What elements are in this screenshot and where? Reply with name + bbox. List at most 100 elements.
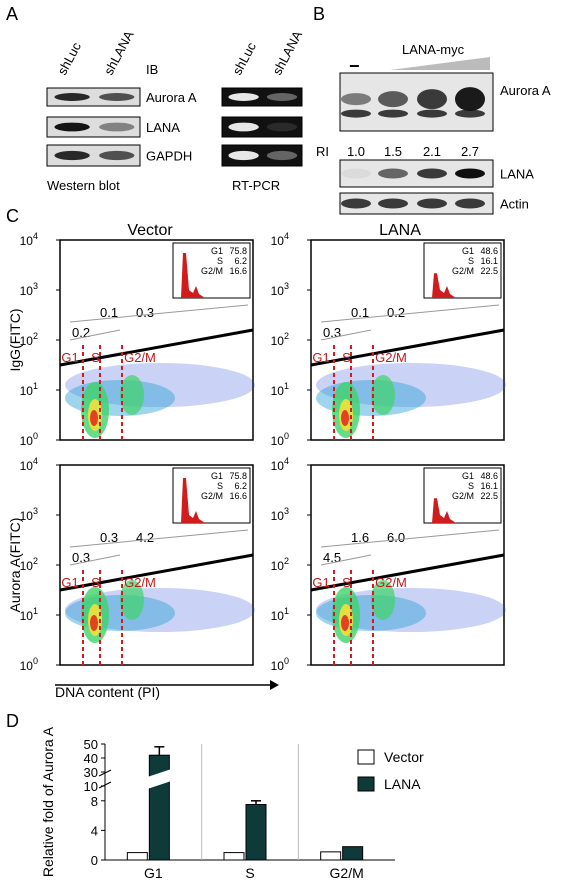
y-tick-label: 100 bbox=[20, 431, 38, 448]
tick-exp: 2 bbox=[33, 556, 38, 566]
bar bbox=[245, 804, 267, 861]
column-title: LANA bbox=[379, 222, 421, 239]
y-tick-label: 104 bbox=[271, 456, 289, 473]
tick-exp: 4 bbox=[284, 456, 289, 466]
band bbox=[378, 168, 408, 179]
band bbox=[455, 198, 485, 209]
gate-label: G2/M bbox=[124, 350, 156, 365]
cell-density bbox=[120, 375, 144, 415]
inset-value: 48.6 bbox=[480, 471, 498, 481]
gate-label: G2/M bbox=[375, 350, 407, 365]
row-label: LANA bbox=[146, 120, 180, 135]
gate-label: S bbox=[91, 575, 100, 590]
fraction-leader bbox=[320, 329, 372, 341]
tick-exp: 0 bbox=[33, 431, 38, 441]
tick-base: 10 bbox=[20, 284, 34, 298]
inset-value: 48.6 bbox=[480, 246, 498, 256]
gate-label: S bbox=[342, 350, 351, 365]
y-tick-label: 103 bbox=[271, 281, 289, 298]
row-label: LANA bbox=[500, 167, 534, 182]
inset-phase: S bbox=[468, 481, 474, 491]
tick-exp: 1 bbox=[33, 381, 38, 391]
band bbox=[54, 122, 90, 132]
lane-label: shLANA bbox=[101, 28, 137, 77]
fraction-leader bbox=[69, 304, 249, 323]
y-tick-label: 101 bbox=[271, 381, 289, 398]
ri-value: 2.7 bbox=[461, 144, 479, 159]
tick-base: 10 bbox=[271, 459, 285, 473]
threshold-line bbox=[59, 328, 254, 367]
cell-density bbox=[65, 363, 255, 407]
blot-box bbox=[46, 87, 141, 107]
legend-swatch bbox=[357, 776, 375, 792]
tick-exp: 0 bbox=[284, 431, 289, 441]
lane-label: shLANA bbox=[269, 28, 305, 77]
inset-phase: S bbox=[217, 256, 223, 266]
blot-box bbox=[46, 116, 141, 138]
inset-value: 6.2 bbox=[234, 256, 247, 266]
threshold-line bbox=[310, 328, 505, 367]
inset-phase: G2/M bbox=[452, 266, 474, 276]
wedge bbox=[390, 57, 490, 70]
gate-label: G2/M bbox=[124, 575, 156, 590]
band bbox=[455, 168, 485, 179]
inset-value: 22.5 bbox=[480, 491, 498, 501]
row-label: Aurora A bbox=[146, 90, 197, 105]
tick-exp: 3 bbox=[33, 281, 38, 291]
inset-value: 22.5 bbox=[480, 266, 498, 276]
band bbox=[341, 198, 371, 209]
band bbox=[99, 122, 135, 132]
inset-value: 75.8 bbox=[229, 246, 247, 256]
band bbox=[266, 93, 298, 101]
y-tick-label: 102 bbox=[271, 556, 289, 573]
inset-phase: G2/M bbox=[201, 491, 223, 501]
band bbox=[54, 150, 90, 161]
fraction-label: 6.0 bbox=[387, 530, 405, 545]
tick-exp: 2 bbox=[33, 331, 38, 341]
y-tick-label: 50 bbox=[84, 737, 98, 752]
legend-label: Vector bbox=[384, 749, 424, 765]
band bbox=[417, 109, 447, 118]
lane-label: shLuc bbox=[54, 39, 84, 77]
band bbox=[228, 93, 259, 101]
y-tick-label: 104 bbox=[271, 231, 289, 248]
gate-label: S bbox=[91, 350, 100, 365]
ri-label: RI bbox=[316, 144, 329, 159]
band bbox=[417, 198, 447, 209]
fraction-leader bbox=[320, 529, 500, 548]
arrow-head bbox=[270, 680, 279, 690]
cell-density bbox=[316, 588, 506, 632]
y-tick-label: 100 bbox=[271, 431, 289, 448]
band bbox=[417, 168, 447, 179]
band bbox=[99, 93, 135, 101]
tick-exp: 2 bbox=[284, 331, 289, 341]
y-axis-label: Relative fold of Aurora A bbox=[40, 726, 56, 877]
y-tick-label: 103 bbox=[271, 506, 289, 523]
bar bbox=[223, 852, 245, 861]
fraction-label: 0.3 bbox=[323, 325, 341, 340]
fraction-leader bbox=[320, 554, 372, 566]
y-tick-label: 100 bbox=[20, 656, 38, 673]
inset-value: 16.1 bbox=[480, 481, 498, 491]
row-label: Actin bbox=[500, 197, 529, 212]
y-tick-label: 103 bbox=[20, 506, 38, 523]
tick-base: 10 bbox=[271, 509, 285, 523]
threshold-line bbox=[310, 553, 505, 592]
cell-density bbox=[371, 375, 395, 415]
y-tick-label: 0 bbox=[91, 853, 98, 868]
legend-swatch bbox=[357, 749, 375, 765]
row-label: GAPDH bbox=[146, 149, 192, 164]
caption: Western blot bbox=[47, 178, 120, 193]
gate-label: G1 bbox=[61, 575, 78, 590]
cell-density bbox=[341, 410, 349, 426]
tick-base: 10 bbox=[271, 234, 285, 248]
y-tick-label: 30 bbox=[84, 765, 98, 780]
bar bbox=[320, 851, 342, 861]
panel-label: A bbox=[6, 4, 18, 24]
fraction-leader bbox=[69, 554, 121, 566]
tick-base: 10 bbox=[20, 334, 34, 348]
x-tick-label: S bbox=[245, 865, 254, 881]
y-tick-label: 103 bbox=[20, 281, 38, 298]
cell-density bbox=[120, 580, 144, 620]
tick-exp: 3 bbox=[33, 506, 38, 516]
